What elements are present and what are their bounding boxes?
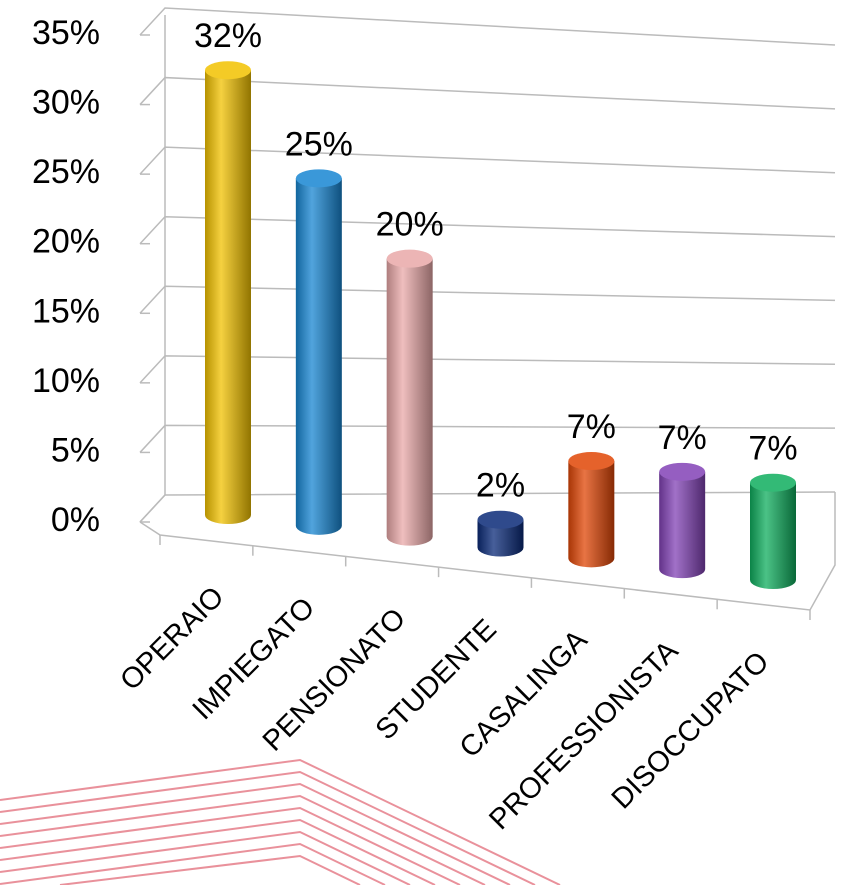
value-label: 25% bbox=[285, 125, 353, 163]
grid-line bbox=[139, 355, 836, 384]
y-tick-label: 30% bbox=[32, 84, 100, 122]
grid-line bbox=[139, 76, 836, 110]
bar-top bbox=[295, 169, 342, 188]
grid-line bbox=[139, 7, 836, 46]
grid-line bbox=[139, 146, 836, 175]
y-tick-label: 20% bbox=[32, 223, 100, 261]
y-tick-label: 35% bbox=[32, 14, 100, 52]
y-tick-label: 25% bbox=[32, 153, 100, 191]
bar bbox=[386, 258, 433, 546]
bar-top bbox=[568, 452, 615, 471]
bar bbox=[205, 70, 251, 524]
bar-top bbox=[750, 473, 796, 492]
bar bbox=[477, 519, 524, 557]
grid-line bbox=[139, 424, 836, 453]
value-label: 20% bbox=[376, 206, 444, 244]
value-label: 7% bbox=[658, 419, 707, 457]
bar bbox=[295, 178, 342, 535]
bar-top bbox=[659, 462, 706, 481]
bar bbox=[568, 461, 615, 568]
value-label: 7% bbox=[748, 430, 797, 468]
value-label: 32% bbox=[194, 17, 262, 55]
bar bbox=[750, 482, 796, 589]
y-tick-label: 15% bbox=[32, 292, 100, 330]
bar-top bbox=[205, 61, 251, 80]
bar-top bbox=[477, 510, 524, 529]
grid-line bbox=[139, 285, 836, 314]
value-label: 2% bbox=[476, 467, 525, 505]
y-tick-label: 5% bbox=[51, 431, 100, 469]
background-stripes bbox=[0, 758, 561, 885]
bar bbox=[659, 471, 706, 579]
grid-line bbox=[139, 215, 836, 245]
value-label: 7% bbox=[567, 408, 616, 446]
x-tick-label: PROFESSIONISTA bbox=[483, 634, 685, 836]
bar-top bbox=[386, 249, 433, 268]
y-tick-label: 0% bbox=[51, 501, 100, 539]
y-tick-label: 10% bbox=[32, 362, 100, 400]
